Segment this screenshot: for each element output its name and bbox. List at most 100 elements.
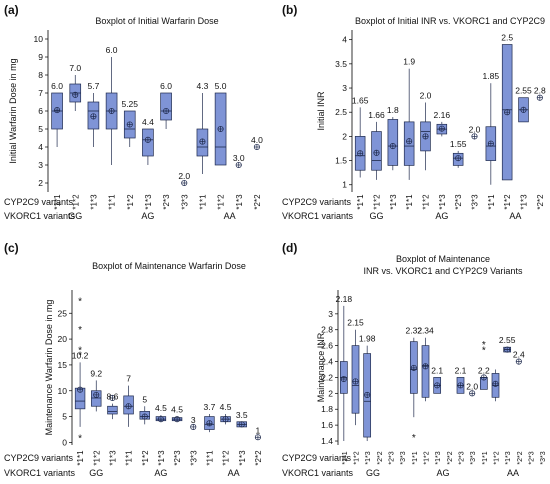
y-tick-label: 0 xyxy=(62,437,67,447)
outlier: * xyxy=(78,345,82,356)
outlier: * xyxy=(78,325,82,336)
value-label: 2.34 xyxy=(417,326,434,336)
y-tick-label: 2.6 xyxy=(321,341,333,351)
y-tick-label: 7 xyxy=(38,88,43,98)
value-label: 10.2 xyxy=(72,350,89,360)
x-tick-label: *1*2 xyxy=(217,194,226,210)
x-tick-label: *2*3 xyxy=(529,451,536,464)
value-label: 6.0 xyxy=(106,45,118,55)
chart-title: Boxplot of Maintenance xyxy=(396,254,490,264)
x-tick-label: *2*2 xyxy=(517,451,524,464)
box-GG-s1s3: 8.6 xyxy=(107,392,119,420)
x-tick-label: *1*1 xyxy=(482,451,489,464)
group-label: AG xyxy=(435,211,448,221)
value-label: 7.0 xyxy=(69,63,81,73)
x-tick-label: *1*1 xyxy=(76,450,85,466)
box-AG-s2s3: 6.0 xyxy=(160,81,172,129)
box-AG-s1s3: 2.16 xyxy=(434,110,451,137)
x-tick-label: *1*2 xyxy=(494,451,501,464)
value-label: 4.0 xyxy=(251,135,263,145)
outlier: * xyxy=(78,296,82,307)
value-label: 2.4 xyxy=(513,350,525,360)
y-tick-label: 2.2 xyxy=(321,372,333,382)
y-tick-label: 10 xyxy=(58,386,68,396)
group-label: AA xyxy=(507,468,519,478)
y-tick-label: 1.6 xyxy=(321,420,333,430)
x-tick-label: *1*2 xyxy=(222,450,231,466)
y-tick-label: 2.8 xyxy=(321,325,333,335)
value-label: 2.2 xyxy=(478,365,490,375)
box-GG-s1s2: 9.2 xyxy=(90,368,102,412)
group-label: GG xyxy=(366,468,380,478)
box-AG-s1s3: 4.5 xyxy=(155,403,167,423)
value-label: 3 xyxy=(191,415,196,425)
x-tick-label: *2*3 xyxy=(162,194,171,210)
value-label: 1.85 xyxy=(483,71,500,81)
chart-title: Boxplot of Initial Warfarin Dose xyxy=(95,16,218,26)
y-tick-label: 3 xyxy=(38,160,43,170)
panel-label: (b) xyxy=(282,3,297,17)
x-tick-label: *1*3 xyxy=(520,194,529,210)
panel-label: (c) xyxy=(4,241,19,255)
x-tick-label: *1*1 xyxy=(487,194,496,210)
box-AA-s2s2: 2.4 xyxy=(513,350,525,365)
box-AA-s1s2: 4.5 xyxy=(220,402,232,425)
box-AA-s1s3: 2.55 xyxy=(515,86,532,123)
cyp2c9-row-label: CYP2C9 variants xyxy=(4,453,74,463)
value-label: 1.66 xyxy=(368,110,385,120)
box-AA-s2s2: 1 xyxy=(254,425,261,441)
value-label: 4.3 xyxy=(197,81,209,91)
box-AG-s1s1: 7 xyxy=(123,374,134,427)
box-AA-s1s1: 1.85 xyxy=(483,71,500,185)
x-tick-label: *2*3 xyxy=(173,450,182,466)
x-tick-label: *2*2 xyxy=(377,451,384,464)
x-tick-label: *2*2 xyxy=(536,194,545,210)
y-tick-label: 2.4 xyxy=(321,357,333,367)
y-tick-label: 1.8 xyxy=(321,404,333,414)
x-tick-label: *1*1 xyxy=(356,194,365,210)
y-tick-label: 1.5 xyxy=(335,156,347,166)
value-label: 1.98 xyxy=(359,334,376,344)
y-tick-label: 3.5 xyxy=(335,59,347,69)
value-label: 2.15 xyxy=(347,318,364,328)
box-AG-s1s2: 5.25 xyxy=(121,99,138,147)
iqr-box xyxy=(421,345,430,398)
value-label: 2.16 xyxy=(434,110,451,120)
box-AG-s1s3: 4.4 xyxy=(142,117,154,165)
x-tick-label: *1*3 xyxy=(505,451,512,464)
value-label: 7 xyxy=(126,374,131,384)
x-tick-label: *1*2 xyxy=(354,451,361,464)
x-tick-label: *1*3 xyxy=(235,194,244,210)
y-tick-label: 1 xyxy=(342,180,347,190)
box-AA-s1s1: 4.3 xyxy=(197,81,209,174)
box-AG-s1s2: 5 xyxy=(139,394,150,425)
group-label: AA xyxy=(228,468,240,478)
x-tick-label: *1*1 xyxy=(125,450,134,466)
value-label: 6.0 xyxy=(160,81,172,91)
y-tick-label: 5 xyxy=(62,412,67,422)
value-label: 5.0 xyxy=(215,81,227,91)
box-AG-s1s2: 2.0 xyxy=(420,91,432,171)
value-label: 2.1 xyxy=(431,365,443,375)
x-tick-label: *1*3 xyxy=(157,450,166,466)
x-tick-label: *1*1 xyxy=(342,451,349,464)
x-tick-label: *1*2 xyxy=(424,451,431,464)
box-GG-s1s2: 2.15 xyxy=(347,318,364,426)
x-tick-label: *2*2 xyxy=(253,194,262,210)
x-tick-label: *3*3 xyxy=(180,194,189,210)
x-tick-label: *1*3 xyxy=(389,194,398,210)
iqr-box xyxy=(107,405,118,415)
value-label: 1.8 xyxy=(387,105,399,115)
value-label: 2.18 xyxy=(336,294,353,304)
x-tick-label: *1*1 xyxy=(405,194,414,210)
x-tick-label: *3*3 xyxy=(470,451,477,464)
y-axis-label: Initial INR xyxy=(316,91,326,131)
chart-title: Boxplot of Initial INR vs. VKORC1 and CY… xyxy=(355,16,545,26)
vkorc1-row-label: VKORC1 variants xyxy=(4,468,76,478)
panel-b: (b) Boxplot of Initial INR vs. VKORC1 and… xyxy=(282,3,546,221)
box-AG-s1s1: 6.0 xyxy=(106,45,118,165)
box-GG-s1s1: 2.18 xyxy=(336,294,353,442)
outlier: * xyxy=(78,433,82,444)
x-tick-label: *3*3 xyxy=(189,450,198,466)
